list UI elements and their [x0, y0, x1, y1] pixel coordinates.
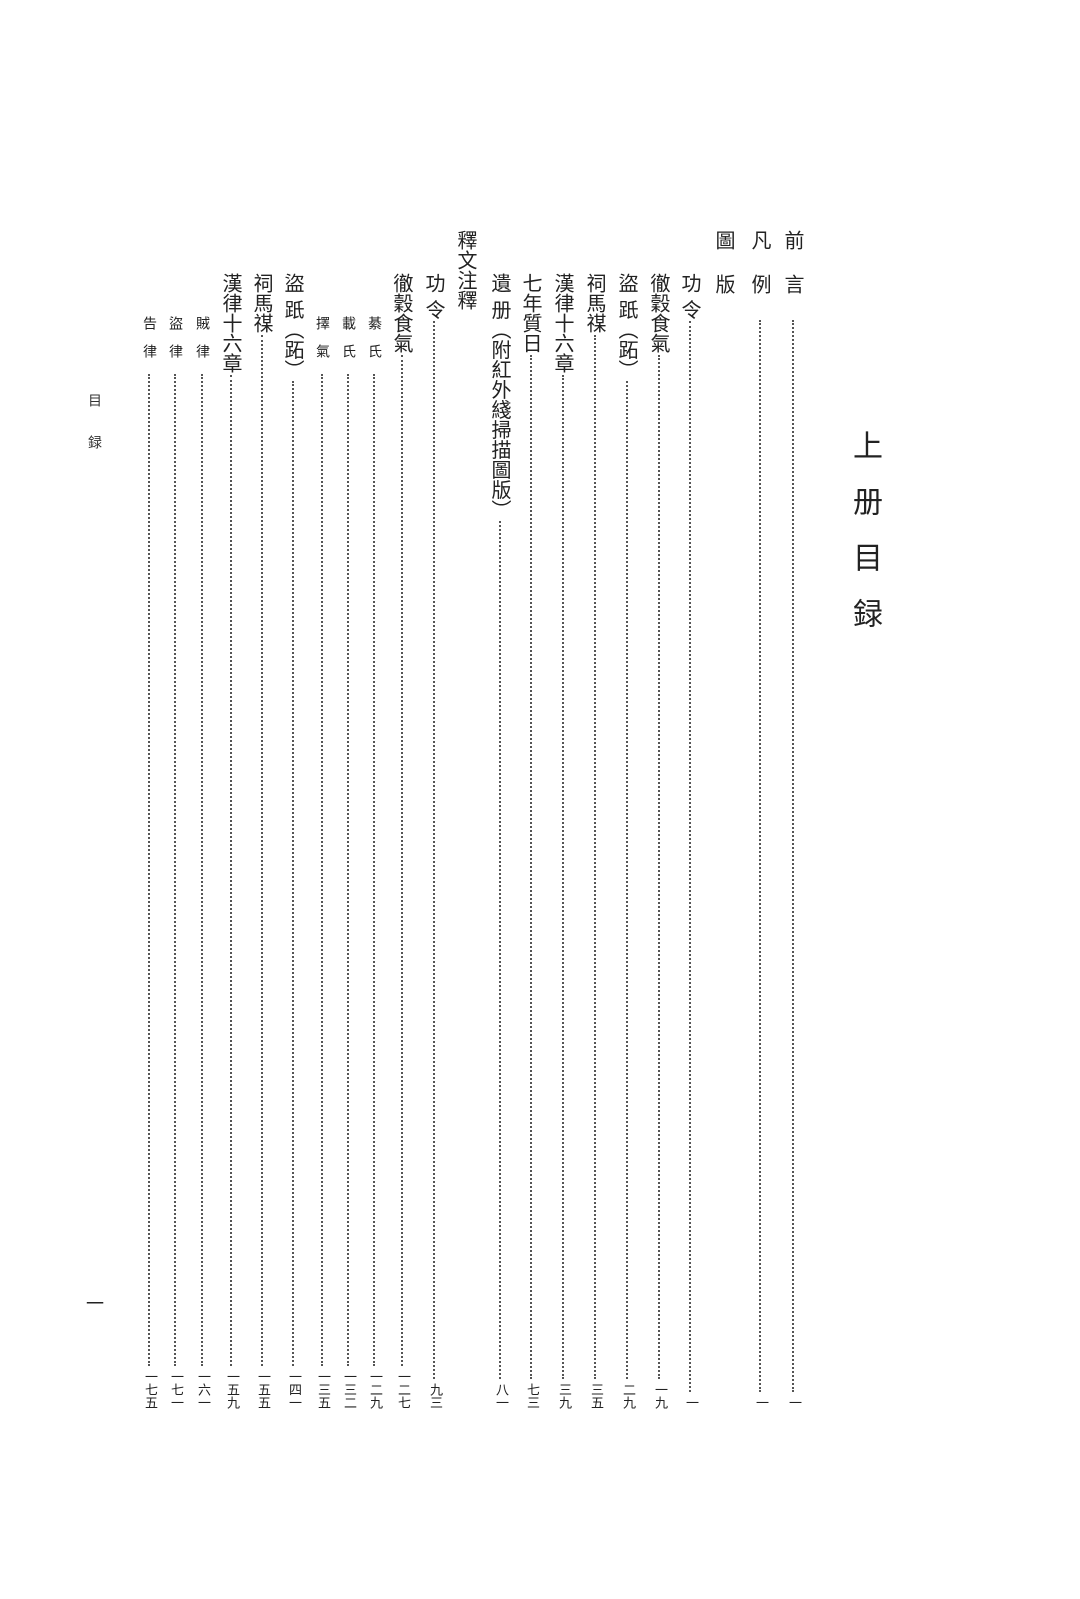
dot-leader	[373, 374, 375, 1366]
toc-entry-page: 一二七	[395, 1370, 410, 1409]
toc-entry[interactable]: 擇氣 一三五	[310, 316, 334, 1409]
toc-entry[interactable]: 圖版	[712, 230, 736, 318]
toc-entry-page: 一	[753, 1396, 768, 1409]
toc-entry-page: 一六一	[195, 1370, 210, 1409]
toc-entry-label: 釋文注釋	[454, 230, 478, 310]
dot-leader	[433, 321, 435, 1379]
toc-entry-page: 三九	[556, 1383, 571, 1409]
toc-entry[interactable]: 釋文注釋	[454, 230, 478, 310]
running-head: 目録	[86, 393, 102, 477]
dot-leader	[658, 355, 660, 1379]
toc-entry-page: 二九	[620, 1383, 635, 1409]
dot-leader	[261, 335, 263, 1366]
toc-entry[interactable]: 告律 一七五	[137, 316, 161, 1409]
toc-entry-label: 盜 䟗（跖）	[281, 273, 305, 380]
toc-entry-label: 祠馬禖	[583, 273, 607, 333]
toc-entry[interactable]: 七年質日 七三	[519, 273, 543, 1409]
dot-leader	[321, 374, 323, 1366]
toc-entry[interactable]: 盜 䟗（跖） 一四一	[281, 273, 305, 1409]
toc-entry-label: 載氏	[340, 316, 356, 372]
dot-leader	[230, 375, 232, 1366]
toc-entry-page: 七三	[524, 1383, 539, 1409]
dot-leader	[401, 355, 403, 1366]
toc-entry[interactable]: 賊律 一六一	[190, 316, 214, 1409]
toc-entry[interactable]: 祠馬禖 三五	[583, 273, 607, 1409]
toc-entry[interactable]: 功 令一	[678, 273, 702, 1409]
toc-entry-page: 一七一	[168, 1370, 183, 1409]
toc-entry-label: 功 令	[678, 273, 702, 320]
toc-entry-label: 漢律十六章	[219, 273, 243, 373]
dot-leader	[201, 374, 203, 1366]
dot-leader	[499, 521, 501, 1379]
toc-entry[interactable]: 前言一	[781, 230, 805, 1409]
toc-entry[interactable]: 盜 䟗（跖） 二九	[615, 273, 639, 1409]
page-title: 上册目録	[847, 430, 882, 654]
toc-entry-label: 盜律	[167, 316, 183, 372]
toc-entry-label: 遺 册（附紅外綫掃描圖版）	[488, 273, 512, 520]
toc-entry-label: 徹穀食氣	[390, 273, 414, 353]
toc-entry-page: 一五九	[224, 1370, 239, 1409]
dot-leader	[792, 320, 794, 1392]
dot-leader	[689, 321, 691, 1392]
toc-entry[interactable]: 漢律十六章 三九	[551, 273, 575, 1409]
dot-leader	[759, 320, 761, 1392]
toc-entry-label: 前言	[781, 230, 805, 318]
dot-leader	[347, 374, 349, 1366]
toc-entry[interactable]: 凡例一	[748, 230, 772, 1409]
toc-entry[interactable]: 載氏 一三二	[336, 316, 360, 1409]
toc-entry[interactable]: 祠馬禖 一五五	[250, 273, 274, 1409]
toc-entry-page: 一二九	[367, 1370, 382, 1409]
toc-entry-label: 賊律	[194, 316, 210, 372]
toc-entry[interactable]: 徹穀食氣 一二七	[390, 273, 414, 1409]
toc-entry-label: 告律	[141, 316, 157, 372]
dot-leader	[530, 355, 532, 1379]
dot-leader	[174, 374, 176, 1366]
toc-entry-label: 凡例	[748, 230, 772, 318]
toc-entry-label: 功 令	[422, 273, 446, 320]
toc-entry-page: 三五	[588, 1383, 603, 1409]
toc-entry-page: 一四一	[286, 1370, 301, 1409]
toc-entry-page: 一九	[652, 1383, 667, 1409]
toc-entry-page: 八一	[493, 1383, 508, 1409]
toc-entry-page: 一五五	[255, 1370, 270, 1409]
toc-entry-label: 祠馬禖	[250, 273, 274, 333]
dot-leader	[292, 381, 294, 1366]
toc-entry-page: 一三五	[315, 1370, 330, 1409]
dot-leader	[594, 335, 596, 1379]
toc-entry-label: 綦氏	[366, 316, 382, 372]
toc-entry-page: 一	[683, 1396, 698, 1409]
toc-entry-page: 一七五	[142, 1370, 157, 1409]
toc-entry-label: 圖版	[712, 230, 736, 318]
toc-entry-label: 漢律十六章	[551, 273, 575, 373]
dot-leader	[626, 381, 628, 1379]
toc-entry-label: 七年質日	[519, 273, 543, 353]
page-number: 一	[86, 1294, 104, 1315]
toc-entry[interactable]: 綦氏 一二九	[362, 316, 386, 1409]
toc-entry-label: 盜 䟗（跖）	[615, 273, 639, 380]
dot-leader	[148, 374, 150, 1366]
toc-entry[interactable]: 功 令九三	[422, 273, 446, 1409]
toc-entry[interactable]: 徹穀食氣 一九	[647, 273, 671, 1409]
toc-entry-label: 擇氣	[314, 316, 330, 372]
toc-entry[interactable]: 漢律十六章 一五九	[219, 273, 243, 1409]
toc-entry-page: 一三二	[341, 1370, 356, 1409]
toc-entry-label: 徹穀食氣	[647, 273, 671, 353]
dot-leader	[562, 375, 564, 1379]
toc-entry[interactable]: 遺 册（附紅外綫掃描圖版） 八一	[488, 273, 512, 1409]
toc-entry[interactable]: 盜律 一七一	[163, 316, 187, 1409]
toc-entry-page: 一	[786, 1396, 801, 1409]
toc-entry-page: 九三	[427, 1383, 442, 1409]
